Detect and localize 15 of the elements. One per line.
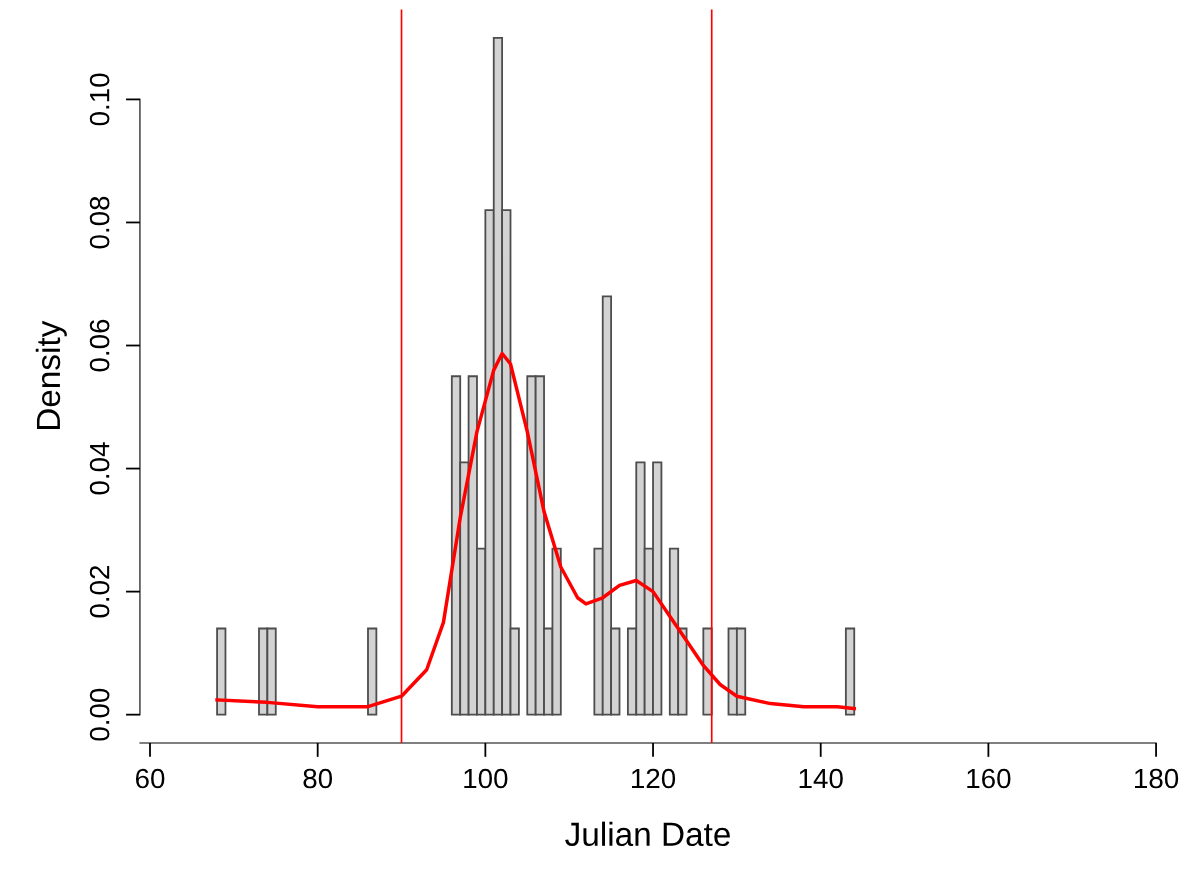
y-tick-label: 0.08 (89, 196, 110, 249)
x-axis-title: Julian Date (565, 821, 730, 847)
y-tick-label: 0.10 (89, 73, 110, 126)
x-tick-label: 160 (967, 768, 1011, 789)
y-axis-title: Density (35, 320, 67, 430)
x-tick-label: 120 (631, 768, 676, 789)
y-tick-label: 0.04 (89, 442, 110, 495)
y-tick-label: 0.02 (89, 565, 110, 618)
x-tick-label: 60 (135, 768, 165, 789)
x-tick-label: 180 (1135, 768, 1179, 789)
y-tick-label: 0.06 (89, 319, 110, 372)
x-tick-label: 140 (799, 768, 843, 789)
x-tick-label: 100 (464, 768, 508, 789)
y-tick-label: 0.00 (89, 688, 110, 741)
x-tick-label: 80 (303, 768, 333, 789)
